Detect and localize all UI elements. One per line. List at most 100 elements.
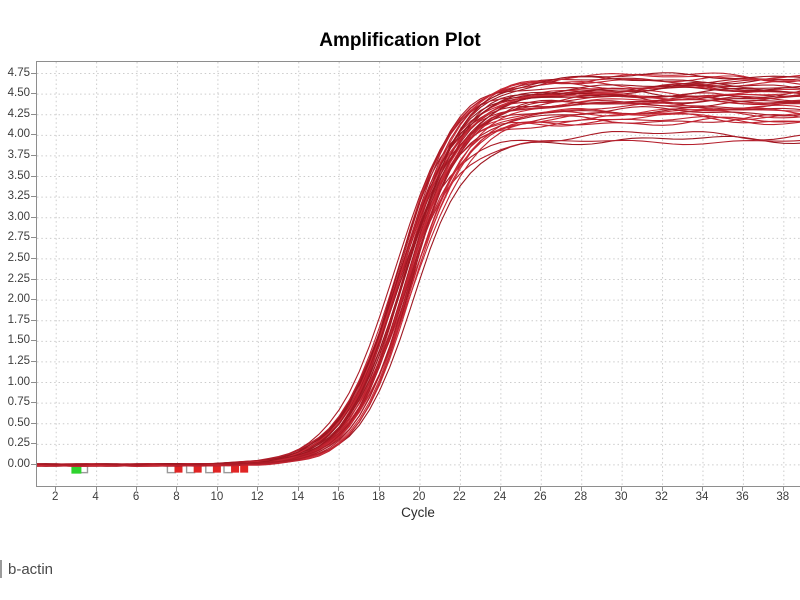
y-tick-label: 2.00 [7, 293, 30, 306]
flagged-well-marker-red [174, 464, 183, 473]
x-tick-label: 2 [51, 491, 59, 503]
y-tick-mark [31, 154, 36, 156]
y-tick-label: 3.25 [7, 190, 30, 203]
x-tick-mark [782, 487, 784, 491]
amplification-curve [37, 112, 800, 466]
x-tick-mark [661, 487, 663, 491]
legend-item-b-actin[interactable]: b-actin [0, 560, 53, 578]
y-tick-label: 2.25 [7, 272, 30, 285]
x-tick-label: 8 [173, 491, 180, 503]
x-tick-mark [338, 487, 340, 491]
x-tick-mark [216, 487, 218, 491]
x-tick-mark [378, 487, 380, 491]
x-tick-mark [297, 487, 299, 491]
amplification-curve [37, 72, 800, 466]
amplification-curve [37, 96, 800, 466]
y-tick-mark [31, 196, 36, 198]
y-tick-label: 0.00 [7, 457, 30, 470]
y-tick-label: 2.50 [7, 251, 30, 264]
x-tick-label: 28 [574, 491, 588, 503]
y-tick-label: 0.50 [7, 416, 30, 429]
amplification-curve [37, 116, 800, 467]
flagged-well-marker-red [193, 464, 202, 473]
y-tick-label: 4.00 [7, 128, 30, 141]
y-tick-label: 0.75 [7, 396, 30, 409]
amplification-curve [37, 93, 800, 467]
y-tick-label: 3.00 [7, 210, 30, 223]
amplification-curve [37, 104, 800, 467]
y-tick-label: 1.00 [7, 375, 30, 388]
y-tick-label: 4.75 [7, 66, 30, 79]
gridlines [37, 62, 800, 488]
amplification-curve [37, 107, 800, 466]
x-tick-mark [136, 487, 138, 491]
chart-title: Amplification Plot [319, 30, 481, 51]
x-tick-label: 30 [614, 491, 628, 503]
amplification-curve [37, 83, 800, 467]
y-tick-label: 4.25 [7, 107, 30, 120]
amplification-curve [37, 89, 800, 466]
x-tick-label: 24 [493, 491, 507, 503]
x-tick-label: 4 [92, 491, 99, 503]
amplification-curve [37, 130, 800, 467]
y-tick-mark [31, 299, 36, 301]
amplification-curve [37, 106, 800, 466]
y-tick-label: 1.25 [7, 354, 30, 367]
y-tick-mark [31, 93, 36, 95]
x-tick-label: 16 [331, 491, 345, 503]
y-tick-mark [31, 360, 36, 362]
x-tick-mark [419, 487, 420, 491]
x-tick-label: 6 [132, 491, 140, 503]
amplification-curve [37, 116, 800, 467]
y-tick-label: 1.50 [7, 334, 30, 347]
y-tick-mark [31, 381, 36, 383]
x-tick-mark [95, 487, 97, 491]
y-tick-mark [31, 402, 36, 404]
y-tick-mark [31, 175, 36, 177]
x-tick-mark [176, 487, 178, 491]
amplification-curve [37, 93, 800, 466]
flagged-well-marker-red [212, 464, 221, 473]
amplification-curve [37, 85, 800, 467]
legend-color-chip-clipped [0, 560, 2, 578]
x-tick-label: 34 [695, 491, 709, 503]
amplification-curve [37, 135, 800, 466]
x-tick-mark [540, 487, 542, 491]
x-tick-label: 14 [291, 491, 305, 503]
x-tick-mark [742, 487, 744, 491]
x-tick-label: 26 [533, 491, 547, 503]
x-tick-label: 18 [372, 491, 385, 503]
y-tick-mark [31, 113, 36, 115]
y-tick-label: 3.75 [7, 148, 30, 161]
amplification-curve [37, 93, 800, 467]
x-tick-label: 38 [776, 491, 790, 503]
y-tick-mark [31, 443, 36, 445]
legend-label: b-actin [8, 560, 54, 578]
amplification-curve [37, 106, 800, 466]
flagged-well-marker-green [71, 463, 82, 474]
x-tick-mark [459, 487, 461, 491]
y-tick-mark [31, 463, 36, 465]
x-tick-label: 32 [655, 491, 668, 503]
flagged-well-marker-red [231, 464, 240, 473]
x-tick-label: 10 [210, 491, 224, 503]
amplification-curve [37, 86, 800, 466]
amplification-curve [37, 92, 800, 466]
legend: b-actin [0, 558, 53, 580]
x-axis-title: Cycle [401, 505, 435, 520]
y-tick-mark [31, 422, 36, 424]
flagged-well-marker-red [240, 464, 249, 473]
amplification-curve [37, 113, 800, 467]
amplification-curve [37, 112, 800, 467]
x-tick-mark [621, 487, 623, 491]
y-tick-mark [31, 257, 36, 259]
y-tick-mark [31, 216, 36, 218]
x-tick-label: 20 [412, 491, 426, 503]
y-tick-mark [31, 340, 36, 342]
amplification-curve [37, 91, 800, 466]
amplification-curve [37, 84, 800, 467]
y-tick-mark [31, 134, 36, 136]
y-tick-label: 1.75 [7, 313, 30, 326]
x-tick-mark [580, 487, 582, 491]
